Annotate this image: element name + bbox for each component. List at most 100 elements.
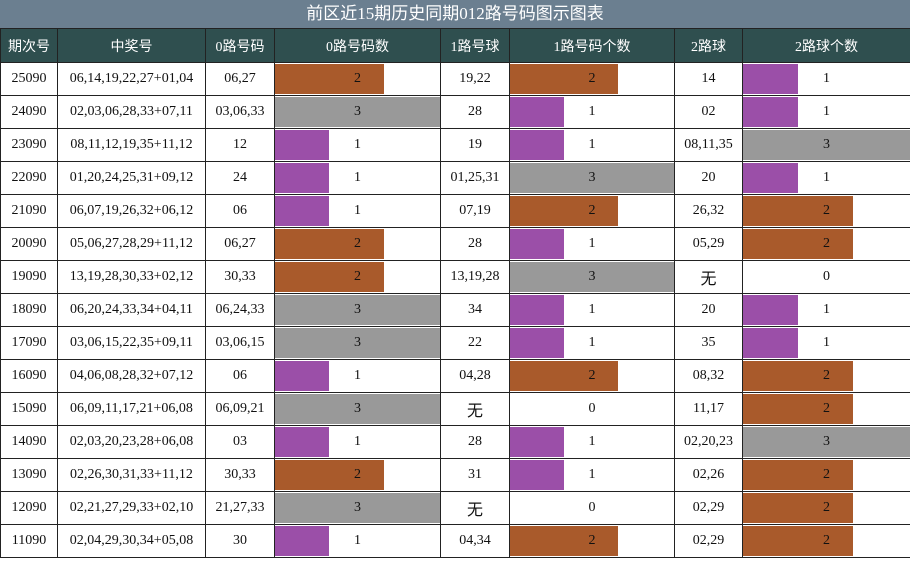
count-label: 1	[588, 335, 596, 350]
route0-count-cell: 2	[274, 260, 441, 294]
count-label: 2	[823, 401, 830, 416]
table-row: 24090 02,03,06,28,33+07,11 03,06,33 3 28 1 02 1	[0, 95, 910, 129]
period-cell: 22090	[0, 161, 58, 195]
count-label: 2	[354, 236, 361, 251]
count-label: 1	[588, 434, 596, 449]
route0-numbers-cell: 06	[205, 194, 275, 228]
route0-numbers-cell: 03	[205, 425, 275, 459]
route0-numbers-cell: 30,33	[205, 260, 275, 294]
route0-numbers-cell: 03,06,15	[205, 326, 275, 360]
route1-count-cell: 2	[509, 359, 675, 393]
count-bar	[275, 493, 440, 523]
count-label: 3	[354, 500, 361, 515]
count-bar	[743, 229, 854, 259]
count-label: 0	[823, 269, 830, 284]
route0-count-cell: 2	[274, 227, 441, 261]
count-label: 1	[588, 104, 596, 119]
route1-count-cell: 1	[509, 95, 675, 129]
winning-numbers-cell: 02,03,06,28,33+07,11	[57, 95, 206, 129]
count-bar	[275, 460, 384, 490]
count-label: 1	[354, 170, 361, 185]
period-cell: 18090	[0, 293, 58, 327]
table-row: 22090 01,20,24,25,31+09,12 24 1 01,25,31 3 20 1	[0, 161, 910, 195]
count-label: 1	[354, 137, 361, 152]
count-label: 2	[588, 533, 596, 548]
route1-numbers-cell: 19	[440, 128, 510, 162]
route1-numbers-cell: 19,22	[440, 62, 510, 96]
count-bar	[275, 328, 440, 358]
count-bar	[510, 229, 565, 259]
route0-numbers-cell: 06,09,21	[205, 392, 275, 426]
table-row: 21090 06,07,19,26,32+06,12 06 1 07,19 2 26,32 2	[0, 194, 910, 228]
winning-numbers-cell: 06,07,19,26,32+06,12	[57, 194, 206, 228]
route0-count-cell: 1	[274, 425, 441, 459]
winning-numbers-cell: 13,19,28,30,33+02,12	[57, 260, 206, 294]
route0-count-cell: 3	[274, 491, 441, 525]
count-bar	[275, 196, 330, 226]
count-label: 2	[588, 71, 596, 86]
count-label: 1	[823, 335, 830, 350]
count-label: 2	[823, 368, 830, 383]
route0-numbers-cell: 06,27	[205, 62, 275, 96]
table-body: 25090 06,14,19,22,27+01,04 06,27 2 19,22 2 14 1…	[0, 62, 910, 558]
winning-numbers-cell: 01,20,24,25,31+09,12	[57, 161, 206, 195]
count-bar	[510, 64, 619, 94]
route0-count-cell: 1	[274, 161, 441, 195]
count-label: 1	[354, 434, 361, 449]
route0-count-cell: 1	[274, 128, 441, 162]
count-bar	[275, 526, 330, 556]
period-cell: 19090	[0, 260, 58, 294]
table-row: 18090 06,20,24,33,34+04,11 06,24,33 3 34 1 20 1	[0, 293, 910, 327]
count-bar	[743, 427, 910, 457]
count-bar	[275, 64, 384, 94]
route1-numbers-cell: 31	[440, 458, 510, 492]
count-label: 2	[823, 203, 830, 218]
count-bar	[743, 460, 854, 490]
chart-title: 前区近15期历史同期012路号码图示图表	[0, 0, 910, 28]
route1-numbers-cell: 22	[440, 326, 510, 360]
count-bar	[510, 97, 565, 127]
route1-count-cell: 3	[509, 161, 675, 195]
route2-count-cell: 1	[742, 95, 910, 129]
count-bar	[510, 130, 565, 160]
route2-numbers-cell: 08,11,35	[674, 128, 743, 162]
route2-numbers-cell: 05,29	[674, 227, 743, 261]
route1-numbers-cell: 28	[440, 95, 510, 129]
count-label: 3	[588, 269, 596, 284]
route2-numbers-cell: 20	[674, 293, 743, 327]
route1-numbers-cell: 04,34	[440, 524, 510, 558]
route1-numbers-cell: 28	[440, 425, 510, 459]
route1-numbers-cell: 28	[440, 227, 510, 261]
winning-numbers-cell: 02,26,30,31,33+11,12	[57, 458, 206, 492]
winning-numbers-cell: 03,06,15,22,35+09,11	[57, 326, 206, 360]
route1-count-cell: 1	[509, 425, 675, 459]
route2-count-cell: 2	[742, 359, 910, 393]
route0-count-cell: 3	[274, 293, 441, 327]
winning-numbers-cell: 06,09,11,17,21+06,08	[57, 392, 206, 426]
count-label: 1	[823, 71, 830, 86]
count-bar	[510, 526, 619, 556]
winning-numbers-cell: 05,06,27,28,29+11,12	[57, 227, 206, 261]
count-label: 3	[354, 302, 361, 317]
winning-numbers-cell: 02,21,27,29,33+02,10	[57, 491, 206, 525]
route0-count-cell: 1	[274, 359, 441, 393]
route1-count-cell: 2	[509, 524, 675, 558]
count-label: 2	[823, 236, 830, 251]
header-route0-count: 0路号码数	[274, 28, 441, 63]
count-bar	[275, 130, 330, 160]
header-period: 期次号	[0, 28, 58, 63]
table-row: 12090 02,21,27,29,33+02,10 21,27,33 3 无 0 02,2…	[0, 491, 910, 525]
count-bar	[275, 229, 384, 259]
route0-numbers-cell: 03,06,33	[205, 95, 275, 129]
table-row: 25090 06,14,19,22,27+01,04 06,27 2 19,22 2 14 1	[0, 62, 910, 96]
winning-numbers-cell: 04,06,08,28,32+07,12	[57, 359, 206, 393]
route2-numbers-cell: 35	[674, 326, 743, 360]
route1-numbers-cell: 13,19,28	[440, 260, 510, 294]
route0-numbers-cell: 24	[205, 161, 275, 195]
route2-numbers-cell: 无	[674, 260, 743, 294]
count-label: 1	[823, 302, 830, 317]
winning-numbers-cell: 02,04,29,30,34+05,08	[57, 524, 206, 558]
count-bar	[743, 97, 799, 127]
route1-numbers-cell: 01,25,31	[440, 161, 510, 195]
period-cell: 16090	[0, 359, 58, 393]
